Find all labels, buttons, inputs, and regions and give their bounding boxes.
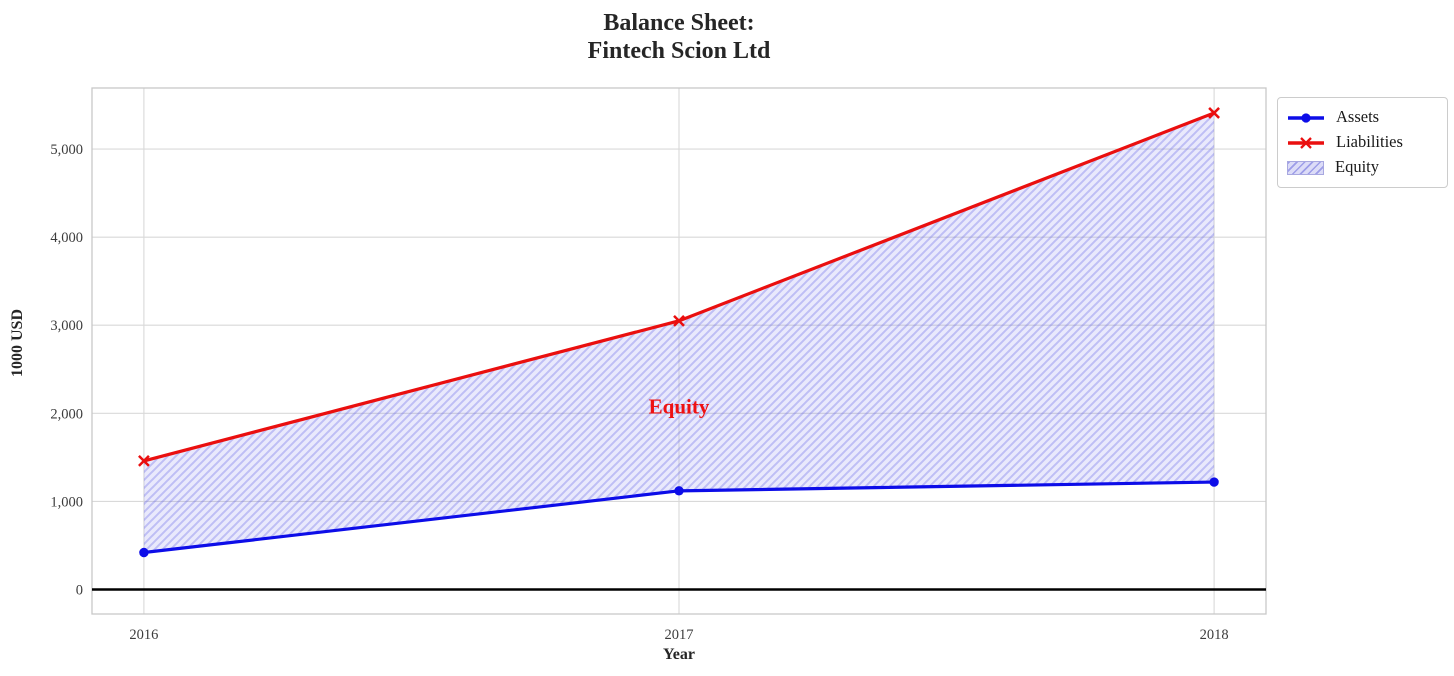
- chart-title-line2: Fintech Scion Ltd: [587, 38, 771, 64]
- assets-line-swatch-icon: [1288, 112, 1324, 123]
- liabilities-marker: [673, 314, 685, 327]
- legend-item-equity: Equity: [1287, 155, 1438, 180]
- liabilities-line-swatch-icon: [1288, 136, 1324, 149]
- liabilities-marker: [1208, 107, 1220, 119]
- x-tick-label: 2017: [665, 627, 694, 643]
- y-tick-label: 4,000: [50, 230, 83, 246]
- assets-marker: [674, 486, 684, 496]
- x-tick-label: 2018: [1200, 627, 1229, 643]
- legend-label-liabilities: Liabilities: [1336, 132, 1403, 152]
- y-tick-label: 1,000: [50, 494, 83, 510]
- liabilities-marker: [138, 455, 150, 467]
- legend-label-equity: Equity: [1335, 157, 1379, 177]
- y-tick-label: 5,000: [50, 142, 83, 158]
- x-tick-label: 2016: [129, 627, 158, 643]
- assets-marker: [1209, 477, 1219, 487]
- chart-title-line1: Balance Sheet:: [603, 10, 755, 36]
- y-tick-label: 0: [76, 583, 83, 599]
- legend-label-assets: Assets: [1336, 107, 1380, 127]
- equity-annotation: Equity: [649, 394, 710, 418]
- equity-hatch-swatch-icon: [1287, 160, 1324, 175]
- equity-area: [143, 112, 1215, 553]
- assets-marker: [139, 547, 149, 558]
- x-axis-label: Year: [663, 646, 695, 663]
- y-tick-label: 2,000: [50, 406, 83, 422]
- y-tick-label: 3,000: [50, 318, 83, 334]
- chart-legend: Assets Liabilities Equity: [1277, 97, 1448, 188]
- chart-title: Balance Sheet: Fintech Scion Ltd: [92, 9, 1266, 65]
- legend-item-liabilities: Liabilities: [1287, 130, 1438, 155]
- plot-border: [91, 87, 1267, 615]
- legend-item-assets: Assets: [1287, 105, 1438, 130]
